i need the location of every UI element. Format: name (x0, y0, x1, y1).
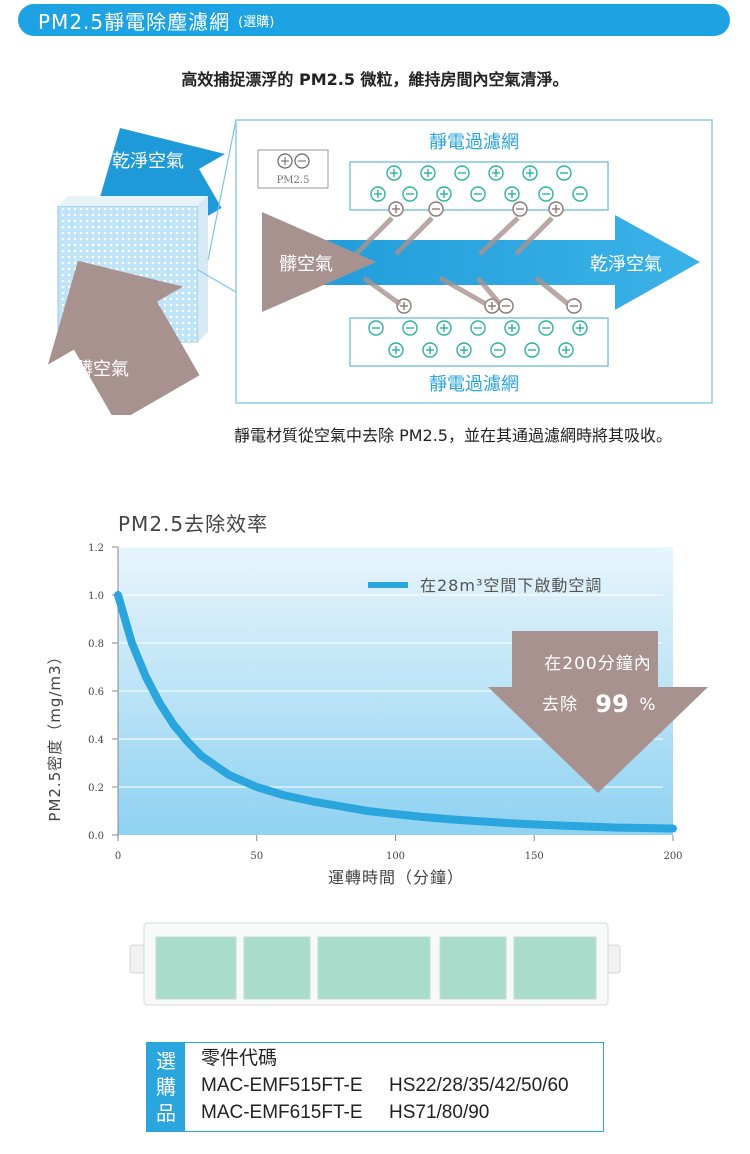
minus-charge-icon (368, 320, 384, 336)
inner-clean-label: 乾淨空氣 (590, 254, 662, 275)
plus-charge-icon (456, 342, 472, 358)
legend-label: 在28m³空間下啟動空調 (420, 576, 602, 595)
option-row: MAC-EMF515FT-E HS22/28/35/42/50/60 (201, 1072, 569, 1099)
plus-charge-icon (504, 320, 520, 336)
x-tick-label: 50 (250, 851, 263, 862)
part-code: MAC-EMF615FT-E (201, 1102, 363, 1123)
minus-charge-icon (538, 186, 554, 202)
plus-charge-icon (548, 201, 564, 217)
callout-unit: % (639, 695, 656, 715)
plus-charge-icon (558, 342, 574, 358)
section-subtitle: (選購) (238, 14, 275, 30)
y-axis-label: PM2.5密度（mg/m3） (46, 648, 64, 821)
x-tick-label: 100 (386, 851, 405, 862)
particle-arrow (476, 276, 502, 306)
filter-product-image (0, 915, 750, 1015)
y-tick-label: 0.2 (88, 783, 104, 794)
legend-pm-label: PM2.5 (277, 175, 310, 186)
bottom-charges (368, 298, 588, 358)
callout-line1: 在200分鐘內 (544, 654, 651, 674)
filter-top-label: 靜電過濾網 (429, 132, 519, 153)
plus-charge-icon (504, 186, 520, 202)
x-axis-label: 運轉時間（分鐘） (328, 868, 464, 887)
plus-charge-icon (422, 342, 438, 358)
tagline: 高效捕捉漂浮的 PM2.5 微粒，維持房間內空氣清淨。 (181, 70, 569, 89)
x-tick-label: 0 (115, 851, 121, 862)
particle-arrow (348, 216, 394, 262)
airflow-arrow (262, 212, 700, 312)
legend-swatch (368, 582, 408, 588)
plus-charge-icon (488, 165, 504, 181)
particle-arrows (348, 216, 570, 307)
option-parts-box: 選 購 品 零件代碼 MAC-EMF515FT-E HS22/28/35/42/… (146, 1042, 604, 1132)
plus-charge-icon (388, 201, 404, 217)
plus-charge-icon (388, 342, 404, 358)
minus-charge-icon (556, 165, 572, 181)
plus-charge-icon (522, 165, 538, 181)
plus-charge-icon (436, 186, 452, 202)
minus-charge-icon (490, 342, 506, 358)
option-header: 零件代碼 (201, 1048, 278, 1069)
plus-charge-icon (420, 165, 436, 181)
series-lines (114, 591, 677, 833)
callout-arrow: 在200分鐘內 去除 99 % (488, 631, 708, 793)
badge-char: 選 (156, 1049, 176, 1073)
y-tick-label: 1.2 (88, 543, 104, 554)
efficiency-chart: 0.0 0.2 0.4 0.6 0.8 1.0 1.2 0 50 100 150 200 在200分鐘… (0, 535, 750, 895)
minus-charge-icon (470, 186, 486, 202)
option-row: MAC-EMF615FT-E HS71/80/90 (201, 1099, 569, 1126)
minus-charge-icon (566, 298, 582, 314)
option-badge: 選 購 品 (147, 1043, 185, 1131)
y-tick-label: 0.0 (88, 831, 104, 842)
badge-char: 購 (156, 1075, 176, 1099)
minus-charge-icon (470, 320, 486, 336)
particle-arrow (394, 216, 434, 256)
particle-arrow (438, 275, 488, 307)
inner-dirty-label: 髒空氣 (279, 254, 333, 275)
minus-charge-icon (402, 320, 418, 336)
filter-bottom-label: 靜電過濾網 (429, 374, 519, 395)
top-charges (370, 165, 588, 217)
part-models: HS71/80/90 (389, 1102, 490, 1123)
dirty-air-arrow (47, 260, 200, 415)
plus-charge-icon (386, 165, 402, 181)
section-header: PM2.5靜電除塵濾網 (選購) (18, 4, 730, 36)
plus-charge-icon (436, 320, 452, 336)
series-line (114, 591, 677, 833)
section-title: PM2.5靜電除塵濾網 (38, 9, 231, 34)
minus-charge-icon (498, 298, 514, 314)
minus-charge-icon (524, 342, 540, 358)
callout-line2-prefix: 去除 (542, 695, 578, 715)
particle-arrow (514, 216, 554, 256)
minus-charge-icon (572, 186, 588, 202)
legend: 在28m³空間下啟動空調 (368, 576, 602, 595)
minus-charge-icon (402, 186, 418, 202)
y-tick-label: 1.0 (88, 591, 104, 602)
plus-charge-icon (370, 186, 386, 202)
part-code: MAC-EMF515FT-E (201, 1075, 363, 1096)
badge-char: 品 (156, 1101, 176, 1125)
minus-charge-icon (538, 320, 554, 336)
particle-arrow (478, 216, 520, 256)
minus-charge-icon (428, 201, 444, 217)
clean-air-label: 乾淨空氣 (112, 151, 184, 172)
dirty-air-label: 髒空氣 (75, 359, 129, 380)
minus-charge-icon (454, 165, 470, 181)
charge-legend: PM2.5 (257, 149, 329, 189)
y-tick-label: 0.4 (88, 735, 104, 746)
particle-arrow (534, 276, 570, 306)
particle-arrow (362, 275, 402, 307)
y-tick-label: 0.6 (88, 687, 104, 698)
part-models: HS22/28/35/42/50/60 (389, 1075, 569, 1096)
plus-charge-icon (572, 320, 588, 336)
x-tick-label: 200 (663, 851, 682, 862)
chart-title: PM2.5去除效率 (118, 512, 269, 536)
y-tick-label: 0.8 (88, 639, 104, 650)
x-tick-label: 150 (525, 851, 544, 862)
callout-value: 99 (595, 690, 628, 718)
minus-charge-icon (512, 201, 528, 217)
description: 靜電材質從空氣中去除 PM2.5，並在其通過濾網時將其吸收。 (234, 426, 672, 445)
filter-diagram: 乾淨空氣 髒空氣 PM2.5 靜電過濾網 靜電過濾網 髒空氣 乾淨空氣 (0, 110, 750, 415)
